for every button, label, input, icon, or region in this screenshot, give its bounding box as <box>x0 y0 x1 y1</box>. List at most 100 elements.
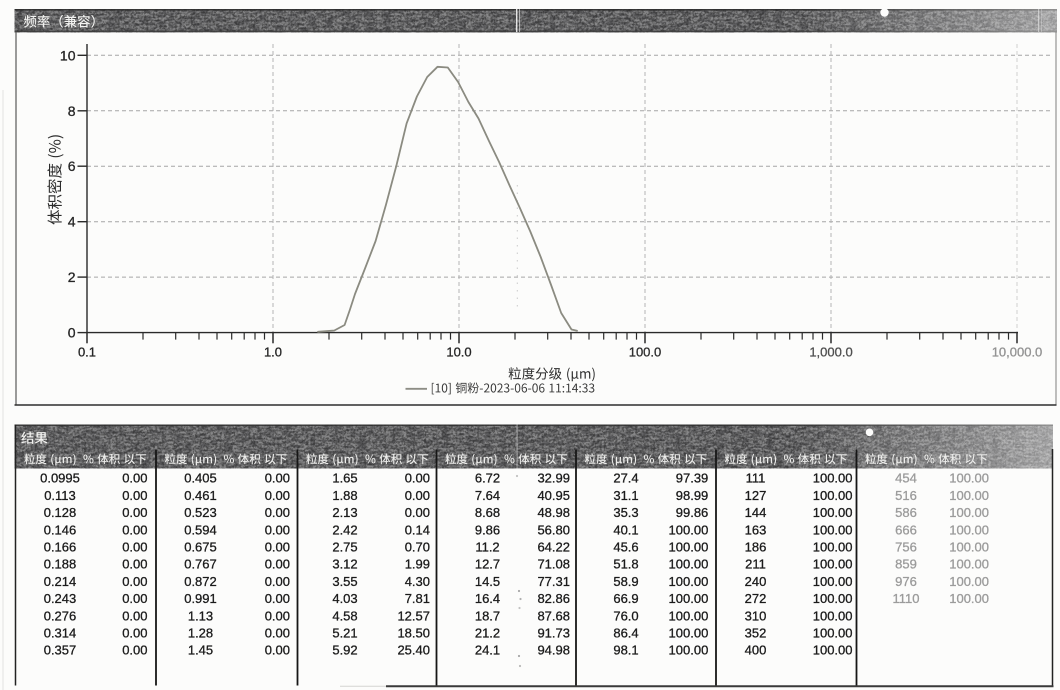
svg-text:111: 111 <box>746 471 766 486</box>
svg-text:100.00: 100.00 <box>669 540 709 555</box>
svg-text:100.00: 100.00 <box>669 574 709 589</box>
svg-text:0.00: 0.00 <box>122 643 147 658</box>
svg-text:5.92: 5.92 <box>332 643 357 658</box>
svg-text:24.1: 24.1 <box>475 643 500 658</box>
svg-text:0.357: 0.357 <box>44 643 77 658</box>
svg-text:0.128: 0.128 <box>44 505 77 520</box>
svg-text:86.4: 86.4 <box>613 626 638 641</box>
svg-text:6: 6 <box>68 158 76 174</box>
svg-text:0.00: 0.00 <box>122 522 147 537</box>
svg-text:100.00: 100.00 <box>949 488 989 503</box>
svg-text:0.188: 0.188 <box>44 557 77 572</box>
svg-text:97.39: 97.39 <box>676 471 709 486</box>
svg-text:66.9: 66.9 <box>613 591 638 606</box>
svg-text:0.00: 0.00 <box>122 574 147 589</box>
svg-text:454: 454 <box>895 471 917 486</box>
svg-text:240: 240 <box>745 574 767 589</box>
svg-text:0.991: 0.991 <box>184 591 217 606</box>
svg-text:4.30: 4.30 <box>405 574 430 589</box>
svg-text:0.00: 0.00 <box>265 471 290 486</box>
svg-text:100.00: 100.00 <box>949 471 989 486</box>
svg-text:2.42: 2.42 <box>332 522 357 537</box>
svg-text:56.80: 56.80 <box>537 522 570 537</box>
svg-text:0.00: 0.00 <box>265 608 290 623</box>
svg-text:5.21: 5.21 <box>332 626 357 641</box>
svg-text:98.99: 98.99 <box>676 488 709 503</box>
svg-text:1.45: 1.45 <box>188 643 213 658</box>
svg-text:0.00: 0.00 <box>265 574 290 589</box>
svg-text:100.00: 100.00 <box>949 540 989 555</box>
svg-text:64.22: 64.22 <box>537 540 570 555</box>
svg-text:4.03: 4.03 <box>332 591 357 606</box>
svg-text:100.00: 100.00 <box>813 522 853 537</box>
svg-text:756: 756 <box>895 540 917 555</box>
svg-text:100.00: 100.00 <box>813 591 853 606</box>
svg-text:18.7: 18.7 <box>475 608 500 623</box>
svg-text:8: 8 <box>68 103 76 119</box>
svg-text:0.767: 0.767 <box>184 557 217 572</box>
svg-text:87.68: 87.68 <box>537 608 570 623</box>
svg-text:1.13: 1.13 <box>188 608 213 623</box>
svg-text:40.1: 40.1 <box>613 522 638 537</box>
svg-text:82.86: 82.86 <box>537 591 570 606</box>
svg-text:0.675: 0.675 <box>184 540 217 555</box>
svg-text:100.0: 100.0 <box>629 345 662 360</box>
svg-text:0.14: 0.14 <box>405 522 430 537</box>
svg-text:0.00: 0.00 <box>265 643 290 658</box>
svg-text:3.12: 3.12 <box>332 557 357 572</box>
svg-text:45.6: 45.6 <box>613 540 638 555</box>
svg-text:1.28: 1.28 <box>188 626 213 641</box>
svg-text:100.00: 100.00 <box>949 505 989 520</box>
svg-text:10: 10 <box>60 47 76 63</box>
svg-text:0.00: 0.00 <box>122 505 147 520</box>
svg-text:35.3: 35.3 <box>613 505 638 520</box>
svg-text:127: 127 <box>745 488 767 503</box>
svg-text:0.00: 0.00 <box>265 540 290 555</box>
svg-text:18.50: 18.50 <box>397 626 430 641</box>
svg-text:0.1: 0.1 <box>78 345 96 360</box>
svg-text:0.70: 0.70 <box>405 540 430 555</box>
svg-text:516: 516 <box>895 488 917 503</box>
svg-text:0.00: 0.00 <box>405 488 430 503</box>
svg-text:94.98: 94.98 <box>537 643 570 658</box>
svg-text:2: 2 <box>68 269 76 285</box>
svg-text:3.55: 3.55 <box>332 574 357 589</box>
svg-text:4: 4 <box>68 214 76 230</box>
svg-text:0.00: 0.00 <box>122 540 147 555</box>
svg-text:10,000.0: 10,000.0 <box>992 345 1043 360</box>
svg-text:400: 400 <box>745 643 767 658</box>
svg-text:0.00: 0.00 <box>265 505 290 520</box>
svg-text:40.95: 40.95 <box>537 488 570 503</box>
svg-text:100.00: 100.00 <box>669 626 709 641</box>
svg-text:71.08: 71.08 <box>537 557 570 572</box>
svg-text:76.0: 76.0 <box>613 608 638 623</box>
svg-text:100.00: 100.00 <box>669 522 709 537</box>
svg-text:12.7: 12.7 <box>475 557 500 572</box>
svg-text:6.72: 6.72 <box>475 471 500 486</box>
svg-text:48.98: 48.98 <box>537 505 570 520</box>
svg-text:1,000.0: 1,000.0 <box>809 345 852 360</box>
svg-text:100.00: 100.00 <box>669 643 709 658</box>
svg-text:100.00: 100.00 <box>813 505 853 520</box>
svg-text:0.146: 0.146 <box>44 522 77 537</box>
svg-text:0.00: 0.00 <box>265 522 290 537</box>
svg-text:27.4: 27.4 <box>613 471 638 486</box>
svg-text:77.31: 77.31 <box>537 574 570 589</box>
svg-text:100.00: 100.00 <box>949 522 989 537</box>
svg-text:1110: 1110 <box>893 591 920 606</box>
svg-text:0.00: 0.00 <box>122 557 147 572</box>
svg-text:186: 186 <box>745 540 767 555</box>
svg-text:0.00: 0.00 <box>265 488 290 503</box>
svg-text:0.00: 0.00 <box>122 471 147 486</box>
svg-text:32.99: 32.99 <box>537 471 570 486</box>
svg-text:0.00: 0.00 <box>265 626 290 641</box>
svg-text:91.73: 91.73 <box>537 626 570 641</box>
svg-text:0.00: 0.00 <box>122 591 147 606</box>
svg-text:1.88: 1.88 <box>332 488 357 503</box>
svg-text:7.81: 7.81 <box>405 591 430 606</box>
svg-text:0: 0 <box>68 325 76 341</box>
svg-text:0.0995: 0.0995 <box>40 471 80 486</box>
svg-text:1.0: 1.0 <box>264 345 282 360</box>
svg-text:0.00: 0.00 <box>405 505 430 520</box>
svg-text:10.0: 10.0 <box>446 345 471 360</box>
